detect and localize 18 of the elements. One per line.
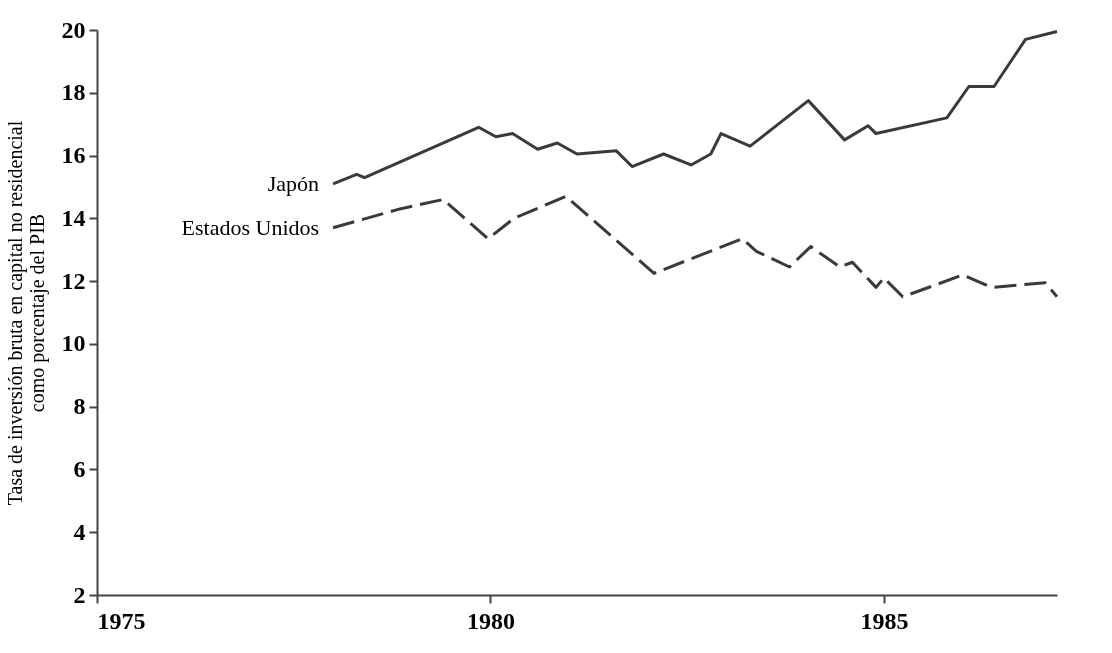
- line-series: [331, 30, 1059, 186]
- y-tick-label: 20: [61, 16, 86, 43]
- y-tick-label: 14: [61, 204, 86, 231]
- y-tick-label: 8: [73, 393, 86, 420]
- line-series: [331, 194, 1059, 299]
- y-tick-label: 4: [73, 518, 86, 545]
- y-tick-label: 18: [61, 79, 86, 106]
- series-label: Japón: [267, 170, 320, 196]
- y-tick-label: 10: [61, 330, 86, 357]
- y-tick-label: 6: [73, 455, 86, 482]
- y-tick-label: 2: [73, 581, 86, 608]
- x-tick-label: 1985: [860, 607, 909, 634]
- x-tick-label: 1975: [97, 607, 146, 634]
- series-label: Estados Unidos: [181, 214, 320, 240]
- y-axis-title: Tasa de inversión bruta en capital no residencial como porcentaje del PIB: [3, 120, 49, 506]
- y-tick-label: 12: [61, 267, 86, 294]
- y-tick-label: 16: [61, 142, 86, 169]
- x-tick-label: 1980: [466, 607, 515, 634]
